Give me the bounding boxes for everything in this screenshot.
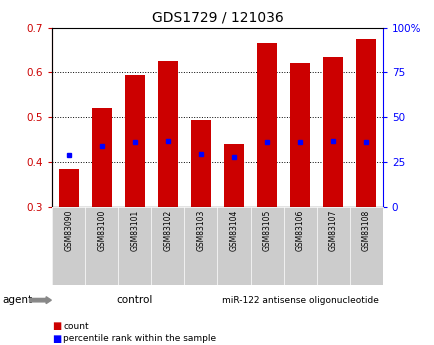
Text: GSM83105: GSM83105 [262,209,271,251]
Text: GSM83104: GSM83104 [229,209,238,251]
Bar [256,43,276,207]
Text: ■: ■ [52,334,61,344]
Text: GSM83103: GSM83103 [196,209,205,251]
Text: GSM83107: GSM83107 [328,209,337,251]
Bar [59,169,79,207]
Text: GSM83090: GSM83090 [64,209,73,251]
Bar [322,57,342,207]
Text: GSM83106: GSM83106 [295,209,304,251]
Text: GSM83101: GSM83101 [130,209,139,250]
Bar [224,144,243,207]
Bar [191,119,210,207]
Text: count: count [63,322,89,331]
Text: GSM83108: GSM83108 [361,209,370,250]
Bar [158,61,178,207]
Bar [355,39,375,207]
Text: miR-122 antisense oligonucleotide: miR-122 antisense oligonucleotide [221,296,378,305]
Text: ■: ■ [52,321,61,331]
Text: GSM83100: GSM83100 [97,209,106,251]
Bar [125,75,145,207]
Text: control: control [116,295,153,305]
Text: agent: agent [2,295,32,305]
Text: GSM83102: GSM83102 [163,209,172,250]
Bar [92,108,112,207]
Bar [289,63,309,207]
Text: GDS1729 / 121036: GDS1729 / 121036 [151,10,283,24]
Text: percentile rank within the sample: percentile rank within the sample [63,334,216,343]
